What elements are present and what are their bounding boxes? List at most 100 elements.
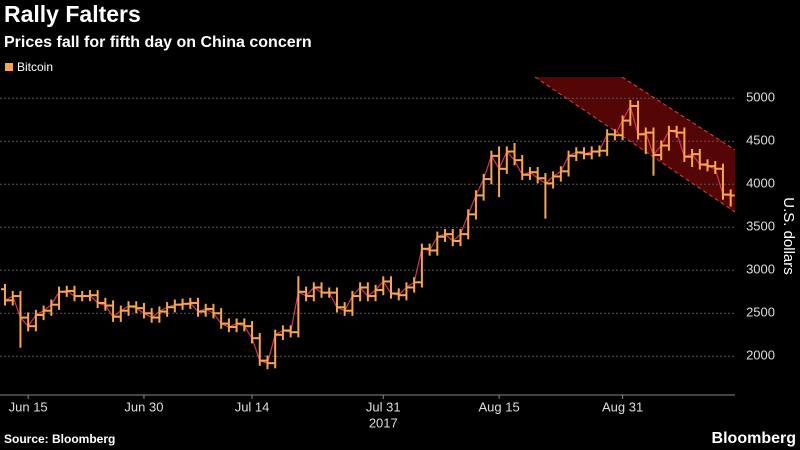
brand-logo: Bloomberg — [712, 430, 796, 447]
ohlc-bar — [657, 140, 666, 161]
ohlc-bar — [518, 155, 527, 180]
x-tick-label: Jul 31 — [366, 399, 401, 414]
ohlc-bar — [456, 228, 465, 247]
ohlc-bar — [572, 147, 581, 162]
ohlc-bar — [672, 125, 681, 138]
chart-title: Rally Falters — [4, 1, 141, 27]
ohlc-bar — [55, 286, 64, 310]
channel-edge — [621, 76, 736, 151]
ohlc-bar — [294, 276, 303, 338]
chart-subtitle: Prices fall for fifth day on China conce… — [4, 34, 312, 51]
ohlc-bar — [170, 299, 179, 313]
ohlc-bar — [101, 297, 110, 311]
ohlc-bar — [410, 277, 419, 293]
ohlc-bar — [85, 290, 94, 302]
ohlc-bar — [425, 243, 434, 256]
ohlc-bar — [109, 300, 118, 322]
legend-swatch — [5, 63, 13, 71]
ohlc-bar — [510, 142, 519, 166]
ohlc-bar — [464, 209, 473, 240]
ohlc-bar — [232, 318, 241, 333]
ohlc-bar — [703, 159, 712, 172]
ohlc-bar — [163, 302, 172, 317]
channel-edge — [534, 76, 736, 213]
ohlc-bar — [634, 100, 643, 140]
ohlc-bar — [664, 125, 673, 151]
ohlc-bar — [116, 305, 125, 322]
ohlc-bar — [47, 299, 56, 316]
ohlc-bar — [317, 282, 326, 298]
ohlc-bar — [209, 303, 218, 319]
ohlc-bar — [603, 129, 612, 156]
x-tick-label: Jun 30 — [124, 399, 163, 414]
ohlc-bar — [248, 321, 257, 344]
ohlc-bar — [448, 228, 457, 247]
y-tick-label: 2500 — [746, 305, 775, 320]
ohlc-bar — [78, 290, 87, 302]
ohlc-bar — [525, 167, 534, 180]
ohlc-bar — [695, 148, 704, 170]
ohlc-bar — [618, 115, 627, 141]
ohlc-bar — [356, 282, 365, 302]
source: Source: Bloomberg — [4, 432, 115, 446]
ohlc-bar — [533, 167, 542, 184]
ohlc-bar — [155, 306, 164, 323]
ohlc-bar — [325, 287, 334, 298]
ohlc-bar — [31, 309, 40, 332]
x-tick-label: Aug 31 — [602, 399, 643, 414]
ohlc-bar — [286, 325, 295, 338]
y-axis-label: U.S. dollars — [780, 197, 797, 275]
ohlc-bar — [178, 298, 187, 310]
ohlc-bar — [441, 228, 450, 242]
ohlc-bar — [394, 288, 403, 301]
y-tick-label: 3000 — [746, 262, 775, 277]
ohlc-bar — [379, 276, 388, 296]
ohlc-bar — [626, 99, 635, 126]
ohlc-bar — [387, 276, 395, 299]
ohlc-bar — [8, 290, 17, 306]
ohlc-bar — [271, 329, 280, 369]
ohlc-bar — [132, 301, 141, 314]
y-tick-label: 4500 — [746, 133, 775, 148]
ohlc-bar — [541, 173, 550, 219]
ohlc-bar — [479, 173, 488, 201]
ohlc-bar — [62, 285, 71, 297]
ohlc-bar — [93, 290, 102, 309]
ohlc-bar — [402, 282, 411, 301]
ohlc-bar — [641, 127, 650, 155]
ohlc-bar — [363, 282, 372, 302]
ohlc-bar — [610, 129, 619, 141]
ohlc-bar — [433, 231, 442, 256]
ohlc-bar — [24, 312, 33, 332]
ohlc-bar — [587, 146, 596, 160]
legend-label: Bitcoin — [17, 60, 53, 74]
ohlc-bar — [487, 150, 496, 185]
ohlc-bar — [255, 333, 264, 366]
ohlc-bar — [348, 290, 357, 316]
ohlc-bar — [263, 355, 272, 370]
ohlc-bar — [39, 305, 48, 321]
ohlc-bar — [371, 284, 380, 302]
ohlc-bar — [502, 146, 511, 174]
y-tick-label: 3500 — [746, 219, 775, 234]
ohlc-bar — [649, 127, 658, 176]
ohlc-bar — [564, 150, 573, 177]
ohlc-bar — [595, 145, 604, 157]
y-tick-label: 2000 — [746, 348, 775, 363]
ohlc-bar — [332, 287, 341, 313]
ohlc-bar — [309, 282, 318, 302]
ohlc-bar — [340, 302, 349, 316]
ohlc-bar — [194, 297, 202, 317]
ohlc-bar — [139, 302, 148, 319]
ohlc-bar — [549, 171, 558, 189]
ohlc-bar — [240, 318, 249, 332]
ohlc-bar — [201, 303, 210, 317]
ohlc-bar — [688, 148, 697, 168]
ohlc-bar — [70, 285, 79, 302]
year-label: 2017 — [369, 415, 398, 430]
ohlc-bar — [471, 190, 480, 220]
ohlc-bar — [726, 189, 735, 207]
y-tick-label: 4000 — [746, 176, 775, 191]
